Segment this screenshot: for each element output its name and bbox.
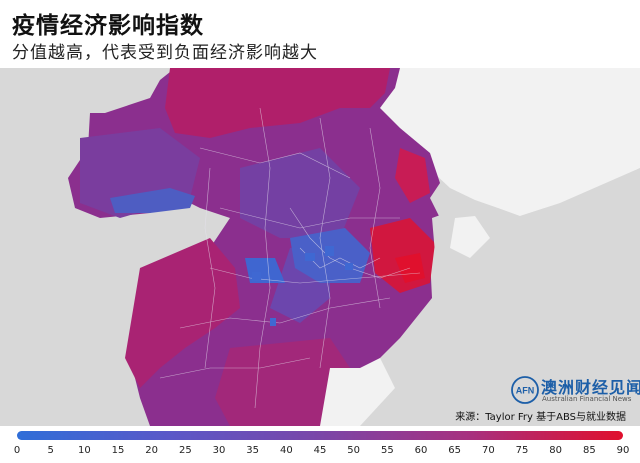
legend-gradient-bar	[17, 431, 623, 440]
legend-tick-label: 50	[347, 445, 361, 456]
region-north	[165, 68, 390, 138]
region-west	[125, 238, 240, 388]
district-boundaries	[159, 107, 421, 409]
legend-tick-label: 70	[481, 445, 495, 456]
legend-tick-label: 5	[47, 445, 54, 456]
color-legend: 0 5 10 15 20 25 30 35 40 45 50 55 60 65 70 75 80 85 90	[0, 426, 640, 463]
legend-tick-label: 35	[246, 445, 260, 456]
legend-tick-label: 45	[313, 445, 327, 456]
legend-tick-label: 10	[77, 445, 91, 456]
land-outside	[0, 68, 170, 308]
legend-tick-label: 15	[111, 445, 125, 456]
legend-tick-label: 25	[178, 445, 192, 456]
legend-tick-label: 30	[212, 445, 226, 456]
afn-logo-icon: AFN	[511, 376, 539, 404]
legend-tick-label: 90	[616, 445, 630, 456]
legend-tick-label: 65	[448, 445, 462, 456]
legend-tick-label: 85	[582, 445, 596, 456]
map-area	[0, 68, 640, 426]
coast	[340, 168, 640, 426]
land-outside	[385, 68, 640, 216]
brand-logo: AFN 澳洲财经见闻 Australian Financial News	[511, 376, 640, 406]
page-subtitle: 分值越高，代表受到负面经济影响越大	[12, 43, 318, 63]
region-blue	[110, 188, 195, 213]
legend-tick-label: 80	[549, 445, 563, 456]
district-blue-cluster	[252, 246, 353, 326]
source-note: 来源：Taylor Fry 基于ABS与就业数据	[455, 412, 626, 423]
logo-mark-text: AFN	[516, 386, 535, 396]
region-south	[215, 338, 350, 426]
region-red	[395, 148, 430, 203]
legend-tick-label: 0	[13, 445, 21, 456]
coast-land-se	[320, 358, 395, 426]
logo-name-en: Australian Financial News	[542, 395, 632, 403]
page-title: 疫情经济影响指数	[12, 13, 204, 39]
choropleth-map	[0, 68, 640, 426]
legend-tick-label: 40	[279, 445, 293, 456]
coast-island	[450, 216, 490, 258]
legend-tick-label: 75	[515, 445, 529, 456]
legend-tick-label: 20	[145, 445, 159, 456]
legend-tick-label: 60	[414, 445, 428, 456]
legend-tick-label: 55	[380, 445, 394, 456]
logo-name-cn: 澳洲财经见闻	[541, 378, 640, 397]
